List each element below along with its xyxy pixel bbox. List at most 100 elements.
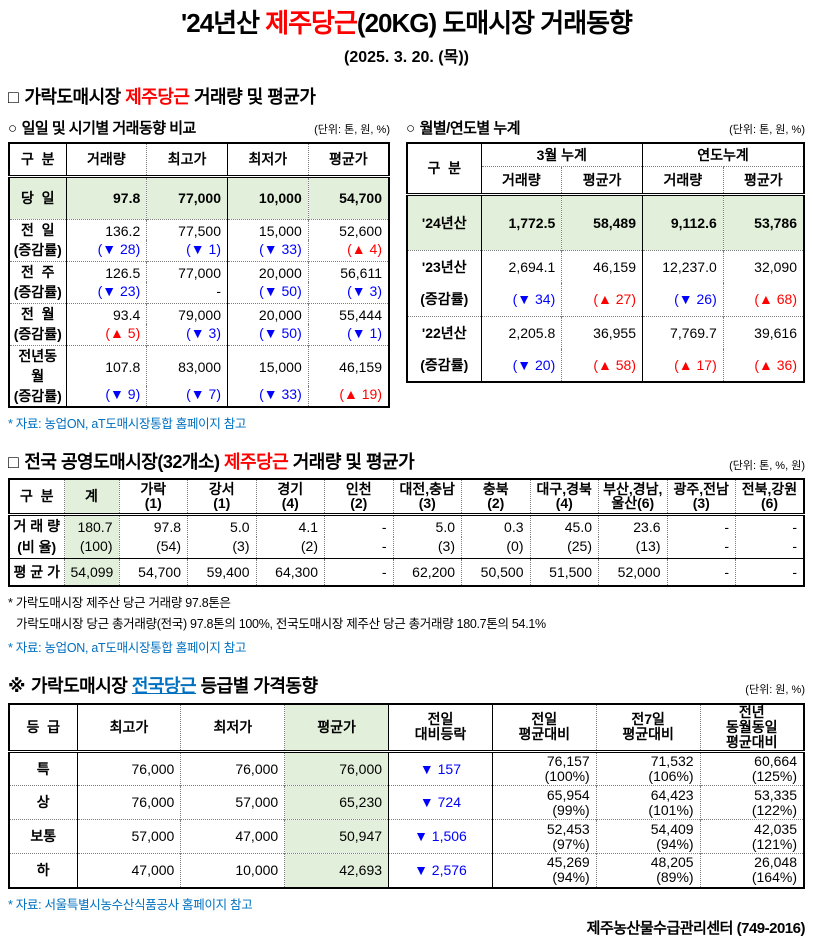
value-cell: 5.0 — [187, 514, 256, 537]
label-cell: 전 월 — [9, 302, 66, 324]
label-cell: 전년동월 — [9, 344, 66, 386]
value-cell: - — [324, 514, 393, 537]
header-cell: 거래량 — [480, 166, 562, 196]
value-cell: 64,423 (101%) — [595, 785, 701, 820]
change-cell: (▼ 50) — [227, 282, 309, 303]
daily-subheading: ○ 일일 및 시기별 거래동향 비교 (단위: 톤, 원, %) — [8, 117, 390, 138]
grade-row-high: 상 76,000 57,000 65,230 ▼ 724 65,954 (99%)… — [9, 785, 804, 820]
value-line: 52,453 — [546, 820, 590, 837]
label-cell: 거 래 량 — [13, 518, 60, 535]
header-cell: 전일 평균대비 — [491, 703, 597, 753]
row-prev-week: 전 주 126.5 77,000 20,000 56,611 — [9, 260, 389, 282]
change-cell: (▲ 58) — [561, 349, 643, 382]
label-cell: 전 주 — [9, 260, 66, 282]
source-note: * 자료: 농업ON, aT도매시장통합 홈페이지 참고 — [8, 416, 247, 431]
value-cell: (3) — [392, 536, 462, 559]
report-date: (2025. 3. 20. (목)) — [344, 49, 469, 66]
section2-highlight: 제주당근 — [224, 451, 289, 472]
page-title: '24년산 제주당근(20KG) 도매시장 거래동향 — [8, 6, 805, 40]
header-cell: 평균가 — [561, 166, 643, 196]
row-prev-year-month-change: (증감률) (▼ 9) (▼ 7) (▼ 33) (▲ 19) — [9, 385, 389, 407]
change-cell: (▼ 26) — [642, 283, 724, 316]
row-prev-month-change: (증감률) (▲ 5) (▼ 3) (▼ 50) (▼ 1) — [9, 324, 389, 345]
header-cell: 전년 동월동일 평균대비 — [699, 703, 804, 753]
value-cell: - — [666, 558, 736, 586]
value-cell: 76,000 — [180, 751, 285, 786]
value-cell: 4.1 — [255, 514, 325, 537]
header-cell: 등 급 — [9, 703, 77, 753]
square-bullet-icon: □ — [8, 87, 19, 107]
section3-suffix: 등급별 가격동향 — [196, 675, 318, 696]
label-cell: (증감률) — [13, 242, 62, 259]
value-line: 65,954 — [546, 786, 590, 803]
value-cell: 79,000 — [146, 302, 228, 324]
row-prev-day: 전 일 136.2 77,500 15,000 52,600 — [9, 218, 389, 240]
header-cell: 평균가 — [307, 143, 389, 178]
daily-section: ○ 일일 및 시기별 거래동향 비교 (단위: 톤, 원, %) 구 분 거래량 … — [8, 111, 390, 432]
change-cell: ▼ 724 — [388, 785, 493, 820]
header-cell: 최고가 — [146, 143, 228, 178]
header-cell: 경기 (4) — [255, 478, 325, 516]
value-line: (101%) — [648, 801, 694, 818]
row-2022-crop: '22년산 2,205.8 36,955 7,769.7 39,616 — [407, 315, 804, 349]
value-line: (125%) — [751, 768, 797, 784]
value-cell: - — [735, 558, 804, 586]
section1-heading: □ 가락도매시장 제주당근 거래량 및 평균가 — [8, 83, 805, 109]
change-cell: (▲ 5) — [65, 324, 147, 345]
value-cell: 65,954 (99%) — [491, 785, 597, 820]
header-cell: 거래량 — [642, 166, 724, 196]
value-cell: 42,035 (121%) — [699, 819, 804, 854]
explanation-note-line1: * 가락도매시장 제주산 당근 거래량 97.8톤은 — [8, 595, 231, 610]
monthly-section: ○ 월별/연도별 누계 (단위: 톤, 원, %) 구 분 3월 누계 연도누계 … — [406, 111, 805, 432]
value-cell: 76,000 — [284, 751, 389, 786]
value-cell: 57,000 — [76, 819, 181, 854]
daily-title: ○ 일일 및 시기별 거래동향 비교 — [8, 117, 196, 138]
header-cell: 대전,충남 (3) — [392, 478, 462, 516]
value-line: 48,205 — [650, 854, 694, 871]
value-line: (106%) — [648, 768, 694, 784]
label-cell: (증감률) — [420, 291, 469, 308]
change-cell: (▼ 34) — [480, 283, 562, 316]
header-cell: 대구,경북 (4) — [529, 478, 599, 516]
label-cell: '24년산 — [407, 194, 481, 250]
value-cell: 77,500 — [146, 218, 228, 240]
national-table: 구 분 계 가락 (1) 강서 (1) 경기 (4) 인천 (2) 대전,충남 … — [8, 477, 805, 587]
row-average-price: 평 균 가 54,099 54,700 59,400 64,300 - 62,2… — [9, 558, 804, 586]
change-cell: (▲ 68) — [722, 283, 804, 316]
value-line: 54,409 — [650, 820, 694, 837]
header-cell: 최저가 — [180, 703, 285, 753]
row-prev-day-change: (증감률) (▼ 28) (▼ 1) (▼ 33) (▲ 4) — [9, 240, 389, 261]
label-cell: (증감률) — [13, 284, 62, 301]
label-cell: (증감률) — [13, 387, 62, 404]
grade-header-row: 등 급 최고가 최저가 평균가 전일 대비등락 전일 평균대비 전7일 평균대비… — [9, 703, 804, 753]
value-line: (121%) — [751, 835, 797, 852]
header-cell: 전7일 평균대비 — [595, 703, 701, 753]
value-cell: 46,159 — [307, 344, 389, 386]
value-cell: 15,000 — [227, 218, 309, 240]
daily-header-row: 구 분 거래량 최고가 최저가 평균가 — [9, 143, 389, 178]
source-note: * 자료: 서울특별시농수산식품공사 홈페이지 참고 — [8, 897, 253, 912]
change-cell: (▼ 20) — [480, 349, 562, 382]
header-cell: 부산,경남, 울산(6) — [598, 478, 667, 516]
value-line: (122%) — [751, 801, 797, 818]
change-cell: ▼ 1,506 — [388, 819, 493, 854]
value-cell: 5.0 — [392, 514, 462, 537]
value-cell: 15,000 — [227, 344, 309, 386]
header-cell: 구 분 — [407, 143, 481, 196]
value-cell: 2,205.8 — [480, 315, 562, 349]
value-cell: 59,400 — [187, 558, 256, 586]
change-cell: (▼ 33) — [227, 385, 309, 407]
value-cell: 45.0 — [529, 514, 599, 537]
explanation-note-line2: 가락도매시장 당근 총거래량(전국) 97.8톤의 100%, 전국도매시장 제… — [16, 616, 546, 631]
section3-prefix: 가락도매시장 — [31, 675, 132, 696]
value-line: (164%) — [751, 869, 797, 886]
value-cell: 39,616 — [722, 315, 804, 349]
section1-title: □ 가락도매시장 제주당근 거래량 및 평균가 — [8, 83, 316, 109]
value-cell: 23.6 — [598, 514, 667, 537]
value-cell: 20,000 — [227, 260, 309, 282]
label-cell: 상 — [9, 785, 77, 820]
header-cell: 구 분 — [9, 478, 64, 516]
value-cell: 71,532 (106%) — [595, 751, 701, 786]
monthly-subheading: ○ 월별/연도별 누계 (단위: 톤, 원, %) — [406, 117, 805, 138]
value-cell: 51,500 — [529, 558, 599, 586]
